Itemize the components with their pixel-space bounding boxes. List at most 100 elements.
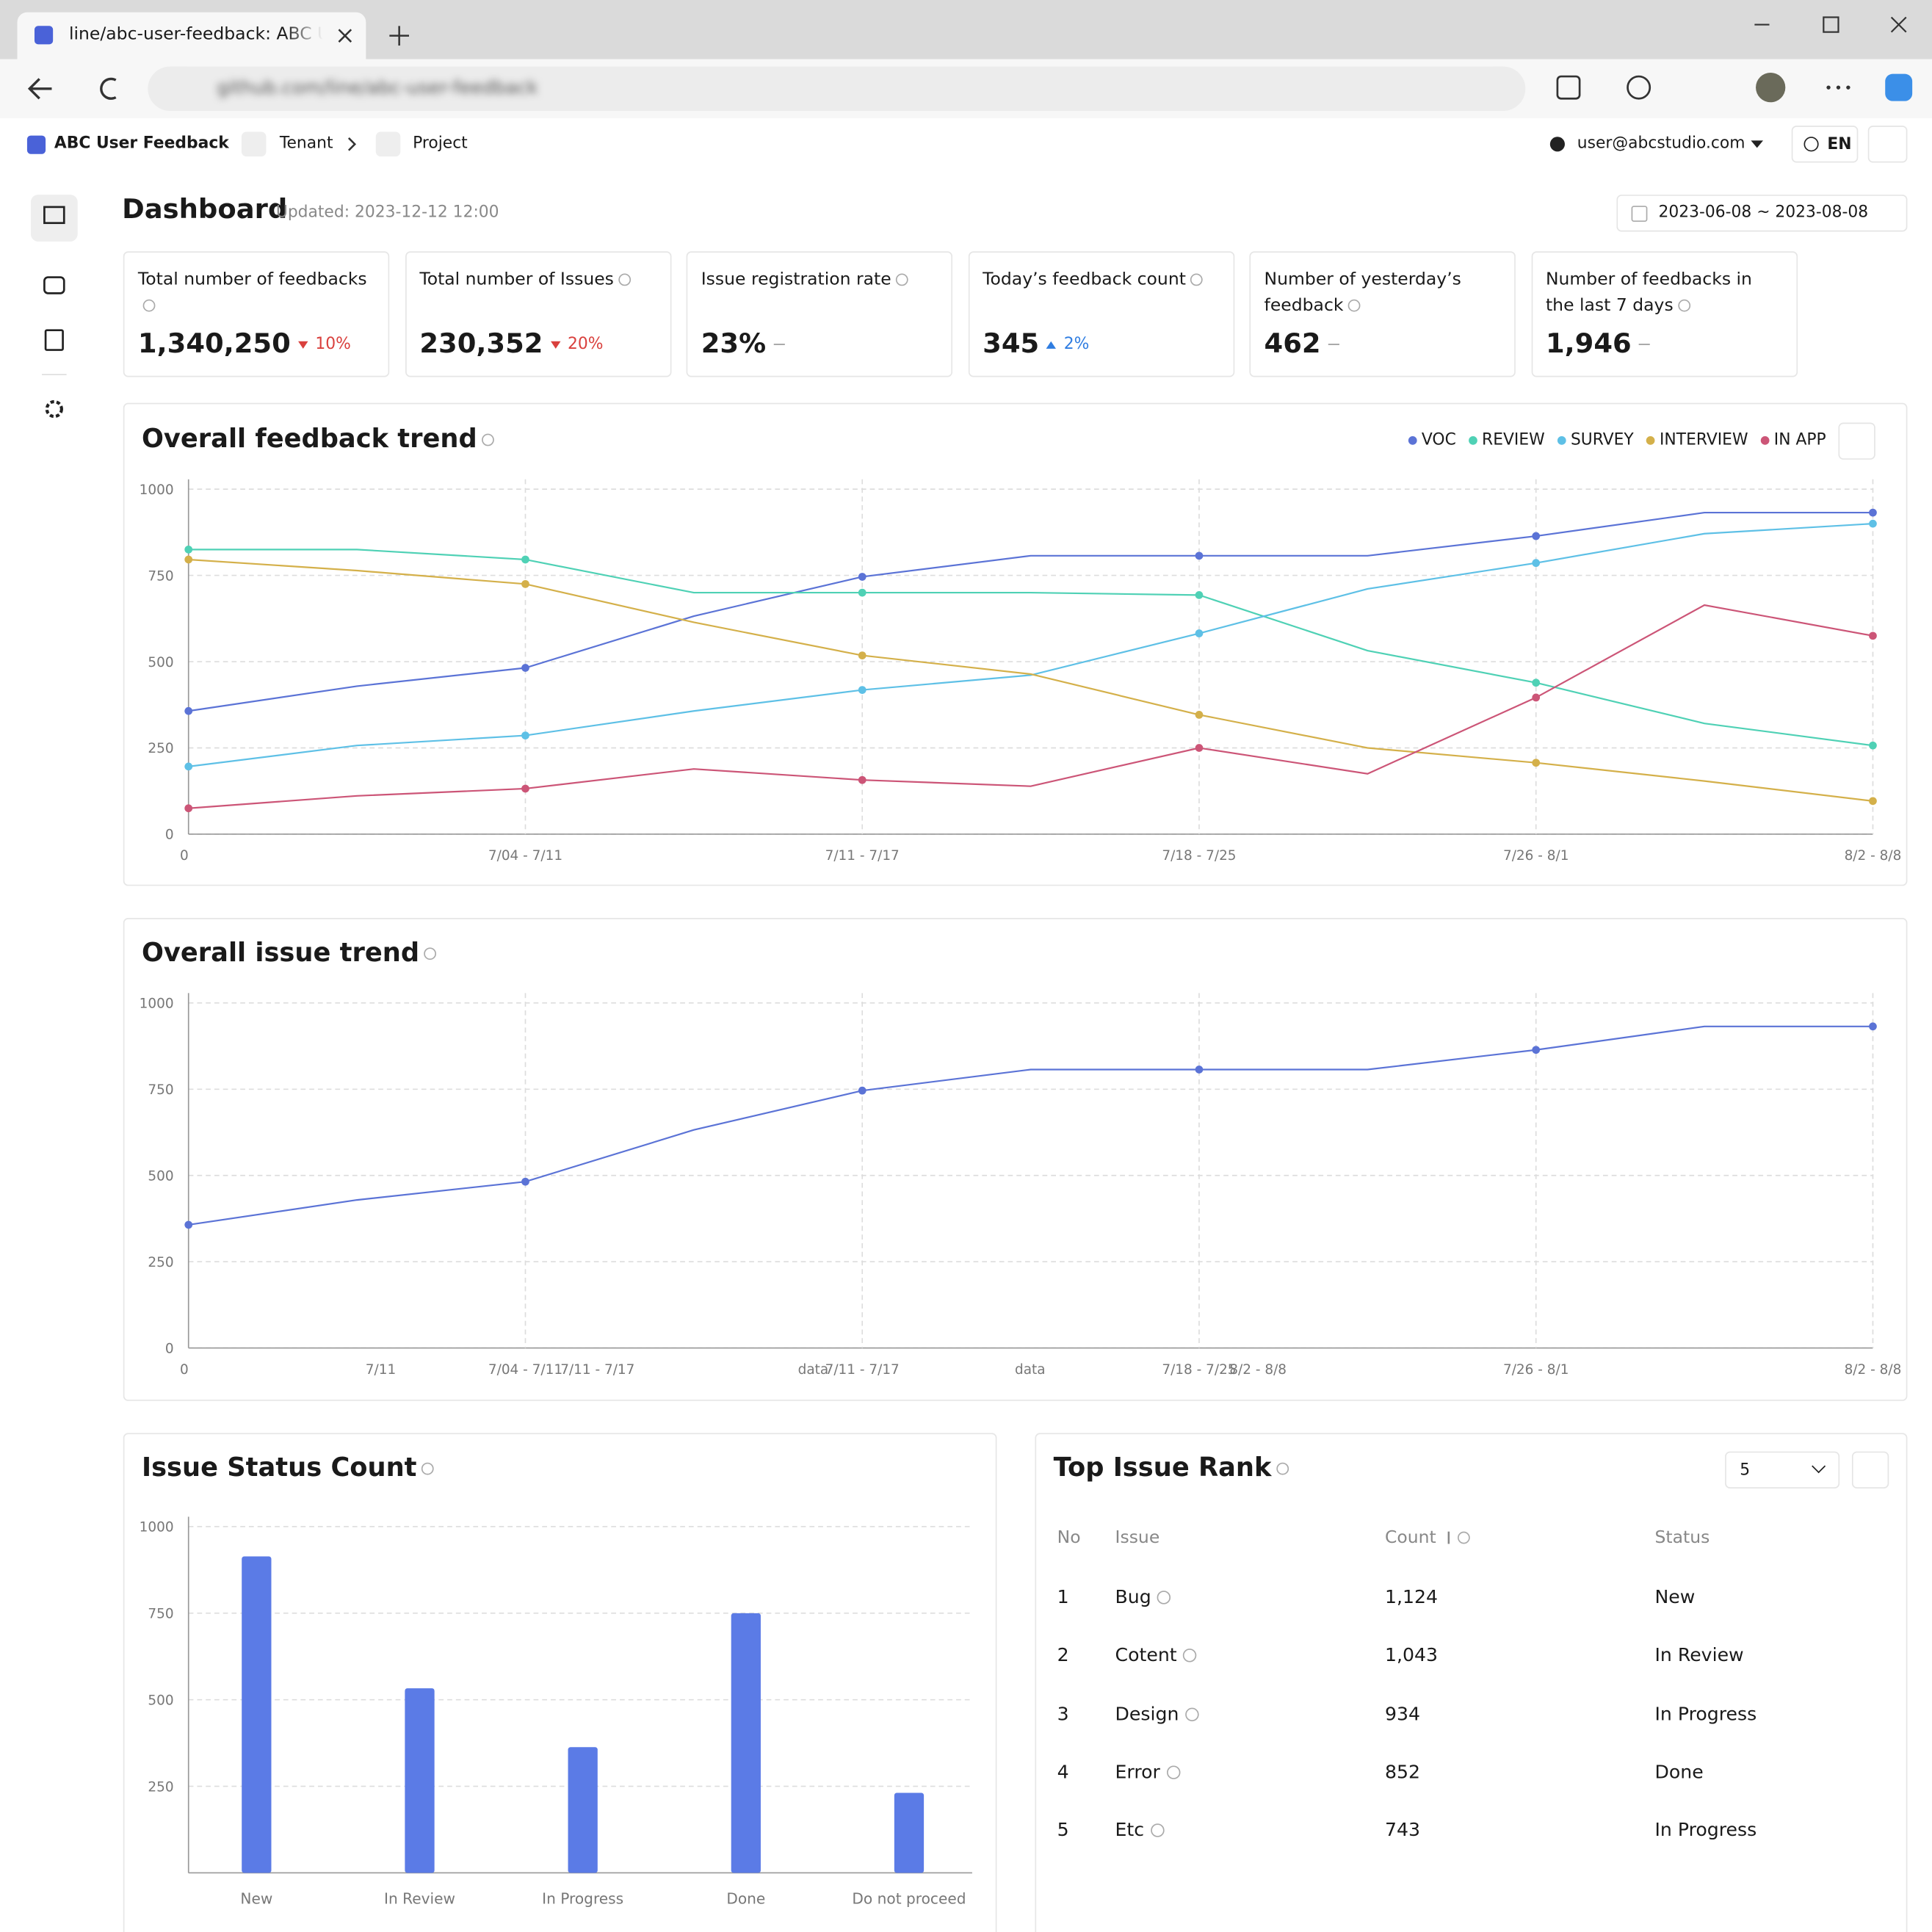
stat-row: 462 xyxy=(1265,329,1339,360)
legend-item[interactable]: SURVEY xyxy=(1557,431,1634,449)
page-size-select[interactable]: 5 xyxy=(1725,1451,1840,1488)
table-cell: 852 xyxy=(1385,1761,1420,1783)
chart-title: Overall issue trend xyxy=(142,938,437,967)
x-tick-label: In Review xyxy=(384,1889,455,1907)
app-logo xyxy=(26,135,46,154)
new-tab[interactable] xyxy=(389,26,410,46)
issue-link-icon[interactable] xyxy=(1166,1765,1180,1779)
data-point xyxy=(1532,559,1541,568)
cell-text: Cotent xyxy=(1115,1643,1177,1667)
data-point xyxy=(184,555,193,564)
stat-value: 23% xyxy=(701,329,767,360)
issue-link-icon[interactable] xyxy=(1157,1591,1171,1604)
browser-actions[interactable] xyxy=(1555,71,1925,106)
cell-text: In Progress xyxy=(1654,1818,1757,1842)
browser-tab[interactable]: line/abc-user-feedback: ABC User Feedbac… xyxy=(17,12,366,59)
user-caret[interactable] xyxy=(1751,140,1764,149)
tab-title: line/abc-user-feedback: ABC User Feedbac… xyxy=(68,24,323,45)
data-point xyxy=(184,804,193,813)
issue-link-icon[interactable] xyxy=(1183,1649,1197,1663)
x-annotation: 7/11 - 7/17 xyxy=(560,1362,634,1378)
filter-button[interactable] xyxy=(1838,422,1875,460)
bar xyxy=(568,1747,598,1873)
sidebar-icons[interactable] xyxy=(42,205,67,452)
data-point xyxy=(1532,532,1541,540)
data-point xyxy=(521,1177,529,1186)
language-button[interactable]: EN xyxy=(1791,126,1859,163)
legend-item[interactable]: INTERVIEW xyxy=(1646,431,1748,449)
window-controls[interactable] xyxy=(1750,15,1917,40)
x-tick-label: Done xyxy=(726,1889,765,1907)
cell-text: 1 xyxy=(1057,1585,1069,1608)
table-cell: 2 xyxy=(1057,1644,1069,1666)
x-tick-label: 8/2 - 8/8 xyxy=(1845,848,1902,864)
x-tick-label: 0 xyxy=(180,1362,189,1378)
table-title: Top Issue Rank xyxy=(1054,1452,1289,1483)
legend-label: VOC xyxy=(1421,431,1456,450)
legend-label: REVIEW xyxy=(1482,431,1545,450)
cell-text: 5 xyxy=(1057,1818,1069,1842)
series-line xyxy=(188,523,1873,767)
x-tick-label: New xyxy=(240,1889,272,1907)
stat-value: 345 xyxy=(983,329,1040,360)
stat-value: 462 xyxy=(1264,329,1321,360)
stat-card: Total number of feedbacks 1,340,250 10% xyxy=(123,251,390,377)
bar xyxy=(405,1688,435,1873)
legend-item[interactable]: REVIEW xyxy=(1468,431,1545,450)
cell-text: Etc xyxy=(1115,1818,1145,1842)
app-name[interactable]: ABC User Feedback xyxy=(54,134,229,153)
help-icon xyxy=(1457,1531,1470,1544)
cell-text: Error xyxy=(1115,1760,1160,1783)
cell-text: 3 xyxy=(1057,1702,1069,1725)
change-arrow xyxy=(1046,340,1057,349)
column-header: Count xyxy=(1385,1528,1470,1547)
data-point xyxy=(858,1086,866,1095)
y-tick-label: 500 xyxy=(148,655,173,670)
stat-row: 345 2% xyxy=(983,329,1089,360)
stat-row: 1,340,250 10% xyxy=(138,329,351,360)
url: github.com/line/abc-user-feedback xyxy=(217,76,538,99)
stat-label: Number of feedbacks in the last 7 days xyxy=(1546,267,1780,319)
chart-title: Issue Status Count xyxy=(142,1452,435,1483)
nav-dashboard[interactable] xyxy=(30,195,78,242)
x-tick-label: 8/2 - 8/8 xyxy=(1845,1362,1902,1378)
change-arrow xyxy=(297,340,308,349)
theme-toggle[interactable] xyxy=(1867,126,1908,163)
data-point xyxy=(1869,632,1877,640)
stat-value: 1,946 xyxy=(1545,329,1632,360)
page-size: 5 xyxy=(1740,1461,1751,1480)
y-tick-label: 250 xyxy=(148,1255,173,1270)
legend-item[interactable]: IN APP xyxy=(1760,431,1826,449)
cell-text: 4 xyxy=(1057,1760,1069,1783)
address-bar[interactable]: github.com/line/abc-user-feedback xyxy=(148,66,1526,112)
help-icon xyxy=(1190,273,1204,286)
tab-close[interactable] xyxy=(338,29,352,43)
breadcrumb-item[interactable]: Tenant xyxy=(279,134,333,153)
issue-link-icon[interactable] xyxy=(1150,1823,1164,1838)
legend-item[interactable]: VOC xyxy=(1408,431,1456,450)
data-point xyxy=(521,555,529,564)
x-tick-label: 7/26 - 8/1 xyxy=(1503,1362,1569,1378)
issue-link-icon[interactable] xyxy=(1184,1707,1199,1721)
user-icon xyxy=(1549,137,1565,152)
tenant-icon xyxy=(241,131,267,157)
y-tick-label: 750 xyxy=(148,1082,173,1098)
x-tick-label: 7/04 - 7/11 xyxy=(488,1362,562,1378)
date-range-picker[interactable]: 2023-06-08 ~ 2023-08-08 xyxy=(1616,195,1908,232)
nav-buttons[interactable] xyxy=(27,74,138,104)
data-point xyxy=(1195,591,1204,599)
table-filter-button[interactable] xyxy=(1851,1451,1889,1488)
date-range: 2023-06-08 ~ 2023-08-08 xyxy=(1658,203,1869,222)
table-cell: New xyxy=(1654,1586,1695,1608)
sort-icon[interactable] xyxy=(1443,1531,1452,1544)
table-cell: Done xyxy=(1654,1761,1703,1783)
change-arrow xyxy=(550,340,560,349)
user-email[interactable]: user@abcstudio.com xyxy=(1577,134,1745,153)
chart-card xyxy=(123,402,1908,886)
breadcrumb-item[interactable]: Project xyxy=(413,134,468,153)
calendar-icon xyxy=(1631,206,1648,222)
data-point xyxy=(1532,1046,1541,1054)
data-point xyxy=(1532,693,1541,702)
series-line xyxy=(188,549,1873,747)
